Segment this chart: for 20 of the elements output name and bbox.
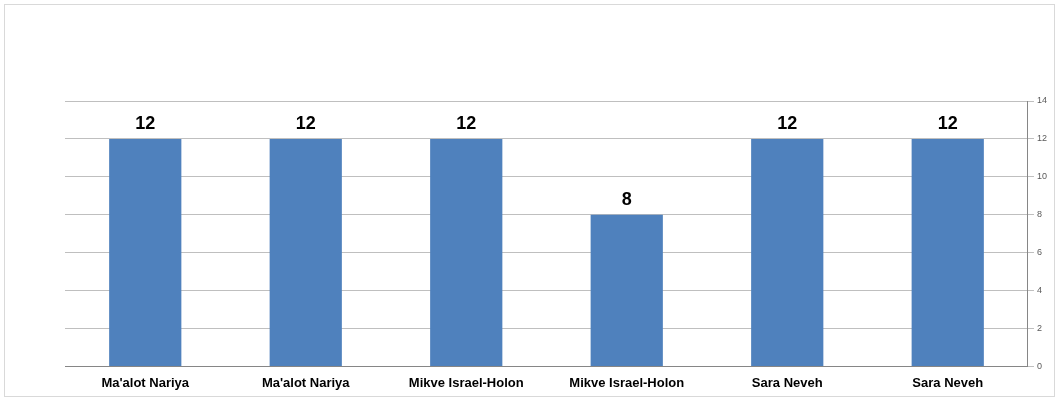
data-label: 12 [937,112,958,133]
y-tick-label: 8 [1036,209,1042,220]
y-tick-label: 6 [1036,247,1042,258]
data-label: 8 [621,188,632,209]
y-tick-label: 10 [1036,171,1047,182]
x-tick-label: Sara Neveh [912,374,984,390]
x-tick-label: Mikve Israel-Holon [569,374,685,390]
y-tick-label: 4 [1036,285,1042,296]
y-tick-label: 0 [1036,360,1042,371]
y-tick-label: 12 [1036,133,1047,144]
x-tick-label: Ma'alot Nariya [101,374,190,390]
y-tick-label: 14 [1036,95,1047,106]
data-label: 12 [777,112,798,133]
y-tick-label: 2 [1036,322,1042,333]
data-label: 12 [135,112,156,133]
data-label: 12 [295,112,316,133]
x-tick-label: Sara Neveh [751,374,823,390]
x-tick-label: Mikve Israel-Holon [408,374,524,390]
data-label: 12 [456,112,477,133]
x-tick-label: Ma'alot Nariya [261,374,351,390]
